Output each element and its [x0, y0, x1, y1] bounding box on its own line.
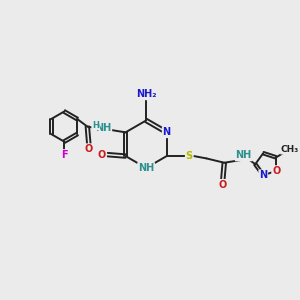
Text: N: N [163, 127, 171, 137]
Text: O: O [219, 180, 227, 190]
Text: NH₂: NH₂ [136, 89, 156, 99]
Text: O: O [85, 144, 93, 154]
Text: N: N [259, 170, 267, 180]
Text: O: O [272, 166, 280, 176]
Text: O: O [98, 150, 106, 160]
Text: NH: NH [95, 123, 111, 133]
Text: CH₃: CH₃ [281, 145, 299, 154]
Text: H: H [92, 121, 99, 130]
Text: NH: NH [236, 151, 252, 160]
Text: F: F [61, 150, 68, 160]
Text: NH: NH [138, 163, 154, 173]
Text: S: S [186, 151, 193, 161]
